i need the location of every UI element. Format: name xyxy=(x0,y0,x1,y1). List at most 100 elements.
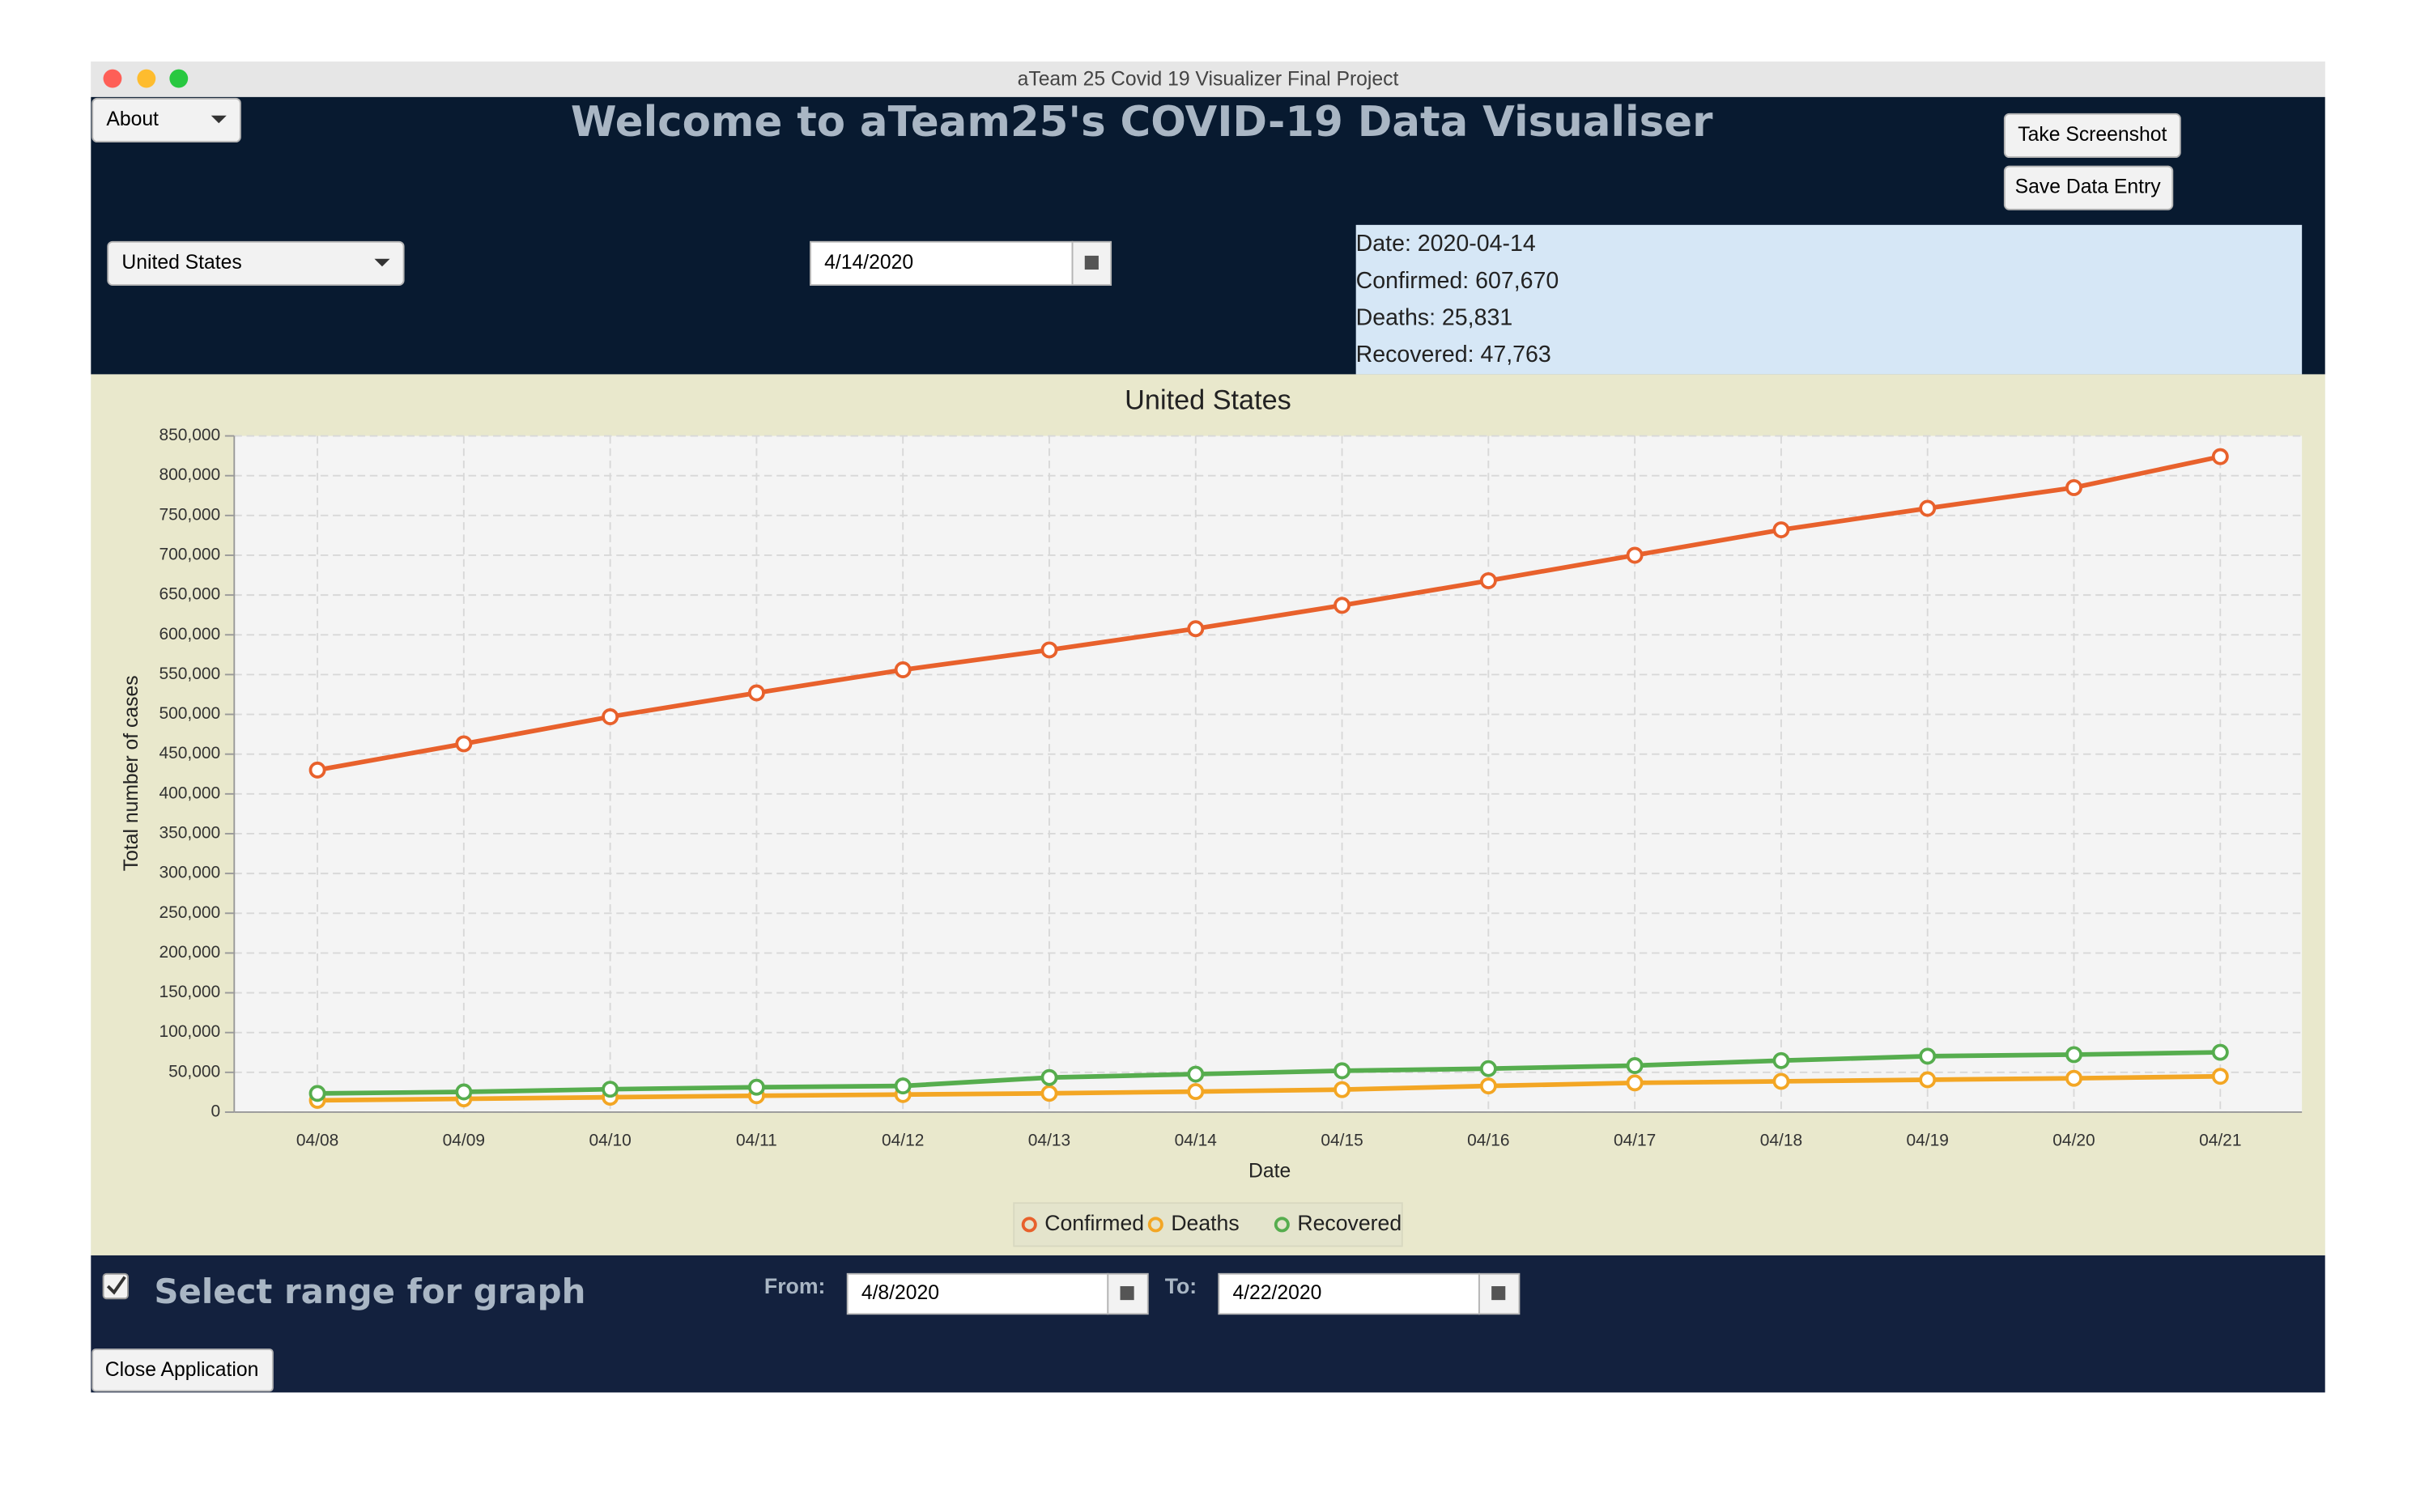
data-point xyxy=(747,684,765,702)
y-tick-label: 50,000 xyxy=(168,1062,220,1081)
date-field[interactable] xyxy=(810,240,1074,287)
data-point xyxy=(1919,1071,1937,1089)
x-tick-label: 04/10 xyxy=(589,1132,631,1150)
to-date: 4/22/2020 xyxy=(1232,1282,1321,1304)
data-point xyxy=(894,661,912,678)
date-value: 4/14/2020 xyxy=(824,252,913,274)
data-point xyxy=(602,708,619,725)
x-tick-label: 04/15 xyxy=(1321,1132,1363,1150)
info-box xyxy=(1355,224,2303,375)
info-line: Date: 2020-04-14 xyxy=(1356,231,1536,257)
series-line xyxy=(317,1050,2221,1096)
data-point xyxy=(2065,478,2082,496)
calendar-icon xyxy=(1120,1286,1134,1301)
from-date: 4/8/2020 xyxy=(861,1282,939,1304)
y-tick-label: 450,000 xyxy=(160,744,221,762)
close-button[interactable] xyxy=(91,1348,274,1392)
data-point xyxy=(2065,1046,2082,1064)
y-tick-label: 850,000 xyxy=(160,426,221,444)
screenshot-button[interactable] xyxy=(2003,113,2181,159)
data-point xyxy=(1040,1085,1058,1102)
y-tick-label: 350,000 xyxy=(160,824,221,843)
to-label: To: xyxy=(1165,1274,1197,1298)
to-field[interactable] xyxy=(1218,1272,1480,1315)
y-tick-label: 500,000 xyxy=(160,704,221,723)
data-point xyxy=(1626,1057,1644,1074)
y-tick-label: 250,000 xyxy=(160,903,221,922)
from-field[interactable] xyxy=(846,1272,1109,1315)
x-axis-label: Date xyxy=(1248,1161,1291,1183)
data-point xyxy=(1187,620,1205,638)
x-tick-label: 04/13 xyxy=(1028,1132,1070,1150)
button-label: Take Screenshot xyxy=(2018,124,2167,146)
range-label: Select range for graph xyxy=(154,1272,585,1311)
y-tick-label: 150,000 xyxy=(160,983,221,1001)
series-line xyxy=(317,1073,2221,1103)
data-point xyxy=(1333,597,1351,614)
y-tick-label: 600,000 xyxy=(160,625,221,643)
data-point xyxy=(1187,1065,1205,1083)
data-point xyxy=(2211,1043,2229,1061)
data-point xyxy=(1479,571,1497,589)
about-label: About xyxy=(106,108,159,130)
legend xyxy=(1013,1202,1403,1247)
data-point xyxy=(2211,1068,2229,1085)
x-tick-label: 04/20 xyxy=(2052,1132,2095,1150)
legend-label: Recovered xyxy=(1297,1211,1402,1235)
legend-label: Deaths xyxy=(1171,1211,1239,1235)
y-tick-label: 0 xyxy=(211,1102,221,1121)
data-point xyxy=(1479,1060,1497,1077)
info-line: Recovered: 47,763 xyxy=(1356,342,1551,367)
x-tick-label: 04/09 xyxy=(443,1132,485,1150)
data-point xyxy=(308,1085,326,1102)
y-tick-label: 700,000 xyxy=(160,546,221,564)
y-tick-label: 200,000 xyxy=(160,943,221,962)
button-label: Save Data Entry xyxy=(2015,176,2162,198)
about-menu[interactable] xyxy=(91,97,241,143)
y-axis-label: Total number of cases xyxy=(121,675,142,871)
x-tick-label: 04/17 xyxy=(1614,1132,1656,1150)
data-point xyxy=(1333,1062,1351,1080)
data-point xyxy=(1772,1051,1790,1069)
data-point xyxy=(1479,1077,1497,1095)
close-dot[interactable] xyxy=(103,69,122,88)
data-point xyxy=(1772,1072,1790,1090)
plot: 0 50,000 100,000 150,000 200,000 250,000 300,0… xyxy=(160,426,2303,1150)
data-point xyxy=(455,735,473,753)
x-tick-label: 04/16 xyxy=(1467,1132,1509,1150)
data-point xyxy=(894,1077,912,1095)
data-point xyxy=(1626,546,1644,564)
data-point xyxy=(1772,521,1790,538)
x-tick-label: 04/19 xyxy=(1907,1132,1949,1150)
x-tick-label: 04/11 xyxy=(736,1132,777,1150)
minimize-dot[interactable] xyxy=(137,69,156,88)
y-tick-label: 100,000 xyxy=(160,1022,221,1041)
legend-marker xyxy=(1147,1217,1163,1233)
title-bar xyxy=(91,62,2325,97)
x-tick-label: 04/18 xyxy=(1760,1132,1802,1150)
from-label: From: xyxy=(764,1274,825,1298)
data-point xyxy=(1333,1081,1351,1098)
series-line xyxy=(317,454,2221,773)
data-point xyxy=(2211,448,2229,465)
data-point xyxy=(1919,1047,1937,1065)
save-button[interactable] xyxy=(2003,165,2174,210)
dropdown-arrow xyxy=(374,258,390,267)
zoom-dot[interactable] xyxy=(169,69,189,88)
legend-marker xyxy=(1021,1217,1037,1233)
y-tick-label: 750,000 xyxy=(160,505,221,524)
dropdown-arrow xyxy=(211,115,227,124)
country-label: United States xyxy=(121,252,241,274)
y-tick-label: 400,000 xyxy=(160,784,221,802)
data-point xyxy=(1919,499,1937,517)
footer xyxy=(91,1255,2325,1393)
data-point xyxy=(1040,641,1058,659)
info-line: Deaths: 25,831 xyxy=(1356,304,1513,330)
x-tick-label: 04/12 xyxy=(882,1132,924,1150)
check-mark xyxy=(106,1276,126,1295)
info-line: Confirmed: 607,670 xyxy=(1356,268,1559,294)
country-select[interactable] xyxy=(107,240,405,287)
x-tick-label: 04/14 xyxy=(1175,1132,1218,1150)
data-point xyxy=(1187,1083,1205,1101)
